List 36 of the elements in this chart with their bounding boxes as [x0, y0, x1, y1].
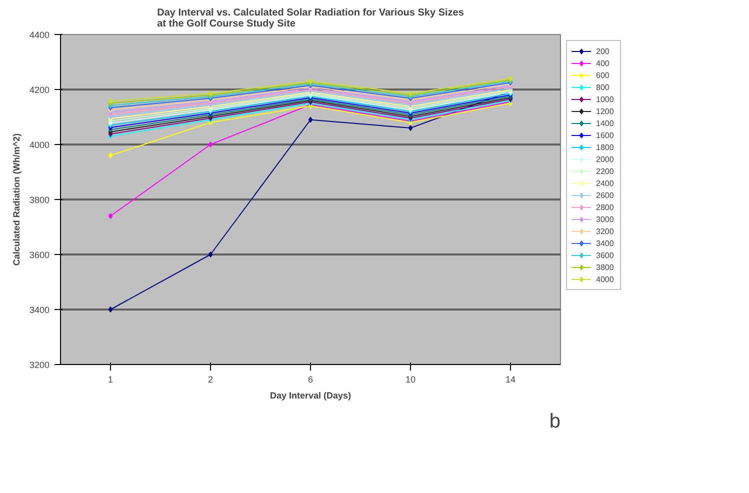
legend-label: 2400	[596, 178, 615, 189]
y-tick-label: 3800	[29, 195, 50, 205]
y-tick-label: 3600	[29, 250, 50, 260]
legend-label: 2200	[596, 166, 615, 177]
y-tick-label: 3400	[29, 305, 50, 315]
x-tick-label: 10	[405, 374, 416, 384]
legend-label: 3800	[596, 262, 615, 273]
legend-label: 1800	[596, 142, 615, 153]
legend-label: 600	[596, 70, 610, 81]
x-tick-label: 2	[208, 374, 214, 384]
legend-label: 1400	[596, 118, 615, 129]
y-axis-title: Calculated Radiation (Wh/m^2)	[11, 133, 22, 266]
x-tick-label: 1	[108, 374, 114, 384]
legend-label: 1600	[596, 130, 615, 141]
x-tick-label: 6	[308, 374, 314, 384]
legend-label: 4000	[596, 274, 615, 285]
legend-label: 3400	[596, 238, 615, 249]
legend-label: 800	[596, 82, 610, 93]
legend-label: 1000	[596, 94, 615, 105]
legend-label: 3600	[596, 250, 615, 261]
x-tick-label: 14	[505, 374, 516, 384]
y-tick-label: 4400	[29, 30, 50, 40]
legend-label: 3200	[596, 226, 615, 237]
chart-title: Day Interval vs. Calculated Solar Radiation for Various Sky Sizes at the Golf Course Study Site	[157, 8, 464, 30]
legend-label: 2800	[596, 202, 615, 213]
legend-label: 2600	[596, 190, 615, 201]
y-tick-label: 3200	[29, 360, 50, 370]
legend-label: 400	[596, 58, 610, 69]
x-axis-title: Day Interval (Days)	[270, 390, 352, 400]
legend-label: 2000	[596, 154, 615, 165]
legend-label: 3000	[596, 214, 615, 225]
y-tick-label: 4000	[29, 140, 50, 150]
legend-label: 1200	[596, 106, 615, 117]
y-tick-label: 4200	[29, 85, 50, 95]
legend-label: 200	[596, 46, 610, 57]
text: b	[549, 410, 560, 432]
